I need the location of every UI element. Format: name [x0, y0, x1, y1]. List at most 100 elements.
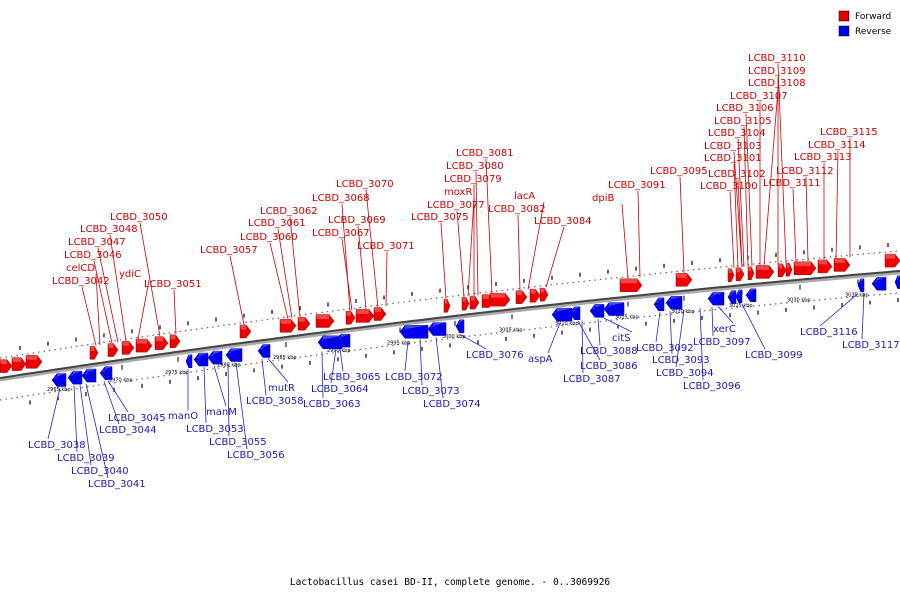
reverse-gene	[207, 350, 223, 365]
gene-arrow	[443, 299, 451, 313]
gene-highlight	[676, 273, 687, 278]
reverse-leader-line	[699, 308, 704, 381]
forward-gene	[619, 278, 643, 292]
gene-arrow	[619, 278, 643, 292]
forward-leader-line	[277, 228, 293, 319]
gene-arrow	[884, 253, 900, 268]
gene-arrow	[239, 324, 252, 339]
gene-arrow	[747, 266, 755, 280]
gene-highlight	[337, 334, 350, 339]
gene-arrow	[469, 295, 480, 310]
reverse-gene	[745, 288, 757, 302]
forward-gene-label: LCBD_3115	[820, 127, 878, 138]
gene-arrow	[373, 307, 387, 321]
forward-gene-label: LCBD_3103	[704, 141, 762, 152]
forward-gene	[25, 355, 43, 369]
gene-highlight	[747, 288, 756, 294]
reverse-leader-line	[741, 303, 766, 350]
reverse-gene	[871, 276, 887, 291]
forward-gene-label: LCBD_3109	[748, 66, 806, 77]
gene-arrow	[154, 336, 169, 350]
forward-gene	[154, 336, 169, 350]
forward-gene-label: LCBD_3110	[748, 53, 806, 64]
forward-gene-label: LCBD_3091	[608, 180, 666, 191]
gene-arrow	[345, 310, 356, 325]
reverse-leader-line	[79, 384, 92, 466]
reverse-gene-label: LCBD_3044	[99, 425, 157, 436]
forward-leader-line	[467, 197, 475, 297]
forward-leader-line	[733, 163, 739, 268]
gene-highlight	[859, 278, 864, 284]
gene-highlight	[482, 294, 489, 300]
gene-highlight	[316, 314, 329, 319]
forward-gene	[121, 341, 135, 355]
gene-arrow	[193, 352, 209, 367]
gene-highlight	[53, 373, 66, 379]
forward-gene-label: LCBD_3051	[144, 279, 202, 290]
gene-arrow	[857, 278, 865, 293]
reverse-gene	[653, 297, 665, 312]
gene-arrow	[589, 304, 605, 318]
gene-arrow	[785, 262, 793, 277]
forward-gene	[315, 314, 335, 328]
gene-arrow	[335, 333, 351, 348]
reverse-gene-label: LCBD_3041	[88, 479, 146, 490]
reverse-gene-label: LCBD_3073	[402, 386, 460, 397]
forward-gene-label: LCBD_3084	[534, 216, 592, 227]
reverse-gene	[399, 325, 429, 339]
reverse-gene	[707, 291, 725, 306]
gene-highlight	[12, 357, 21, 363]
forward-gene	[345, 310, 356, 325]
gene-arrow	[675, 273, 693, 287]
gene-arrow	[489, 292, 511, 307]
forward-gene	[747, 266, 755, 280]
forward-gene-label: LCBD_3079	[444, 174, 502, 185]
reverse-gene-label: LCBD_3117	[842, 340, 900, 351]
forward-gene-label: LCBD_3068	[312, 193, 370, 204]
reverse-gene	[589, 304, 605, 318]
reverse-leader-line	[261, 359, 267, 396]
reverse-leader-line	[47, 387, 61, 440]
gene-highlight	[667, 296, 682, 301]
forward-leader-line	[763, 88, 779, 266]
reverse-gene-label: LCBD_3058	[246, 396, 304, 407]
forward-leader-line	[679, 176, 685, 273]
gene-highlight	[756, 265, 769, 270]
gene-arrow	[727, 268, 735, 282]
gene-arrow	[355, 309, 375, 323]
gene-highlight	[240, 324, 247, 330]
forward-leader-line	[805, 176, 809, 261]
gene-highlight	[571, 306, 580, 312]
reverse-leader-line	[227, 363, 230, 437]
forward-gene-label: LCBD_3101	[704, 153, 762, 164]
reverse-gene	[727, 290, 737, 304]
reverse-gene-label: LCBD_3064	[311, 384, 369, 395]
reverse-gene	[894, 275, 900, 289]
gene-arrow	[89, 346, 99, 360]
scale-tick-label: 3015 kbp	[615, 315, 639, 321]
reverse-gene-label: LCBD_3086	[580, 361, 638, 372]
reverse-gene-label: LCBD_3076	[466, 350, 524, 361]
reverse-gene-label: LCBD_3116	[800, 327, 858, 338]
scale-tick-label: 2990 kbp	[327, 348, 351, 354]
gene-highlight	[728, 268, 732, 274]
gene-arrow	[727, 290, 737, 304]
gene-highlight	[470, 296, 475, 301]
reverse-leader-line	[235, 362, 248, 450]
gene-arrow	[777, 263, 787, 278]
reverse-gene	[225, 348, 243, 362]
forward-gene	[785, 262, 793, 277]
scale-tick-label: 3010 kbp	[555, 321, 579, 327]
reverse-leader-line	[107, 380, 129, 413]
forward-gene-label: LCBD_3060	[240, 232, 298, 243]
reverse-gene-label: LCBD_3096	[683, 381, 741, 392]
gene-arrow	[81, 368, 97, 383]
forward-gene-label: LCBD_3082	[488, 204, 546, 215]
forward-leader-line	[737, 138, 745, 267]
reverse-gene	[857, 278, 865, 293]
gene-arrow	[529, 288, 541, 303]
gene-arrow	[279, 319, 297, 333]
gene-highlight	[516, 290, 523, 296]
forward-leader-line	[289, 216, 301, 318]
